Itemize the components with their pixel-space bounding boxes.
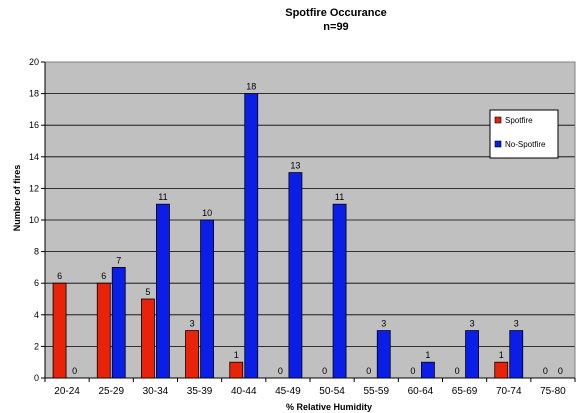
x-tick-label: 45-49	[275, 386, 301, 397]
bar-no-spotfire	[376, 330, 391, 379]
y-tick-label: 8	[34, 247, 39, 257]
y-tick-label: 18	[29, 89, 39, 99]
data-label: 0	[322, 366, 327, 376]
x-tick-label: 70-74	[496, 386, 522, 397]
bar-no-spotfire	[156, 203, 170, 379]
data-label: 0	[72, 366, 77, 376]
x-tick-label: 75-80	[540, 386, 566, 397]
x-tick-label: 65-69	[452, 386, 478, 397]
y-tick-label: 14	[29, 152, 39, 162]
data-label: 1	[425, 350, 430, 360]
data-label: 10	[202, 208, 212, 218]
y-axis-title: Number of fires	[12, 165, 22, 232]
x-tick-label: 60-64	[408, 386, 434, 397]
data-label: 1	[234, 350, 239, 360]
x-tick-label: 25-29	[98, 386, 124, 397]
y-tick-label: 4	[34, 310, 39, 320]
data-label: 6	[101, 271, 106, 281]
data-label: 11	[158, 192, 167, 202]
y-tick-label: 0	[34, 373, 39, 383]
y-tick-label: 12	[29, 183, 39, 193]
x-tick-label: 40-44	[231, 386, 257, 397]
bar-spotfire	[141, 298, 155, 379]
x-tick-label: 50-54	[319, 386, 345, 397]
data-label: 11	[335, 192, 344, 202]
y-tick-label: 16	[29, 120, 39, 130]
data-label: 0	[558, 366, 563, 376]
bar-no-spotfire	[421, 361, 435, 379]
y-tick-label: 20	[29, 57, 39, 67]
data-label: 3	[470, 319, 475, 329]
data-label: 18	[246, 82, 256, 92]
data-label: 1	[499, 350, 504, 360]
bar-spotfire	[96, 282, 111, 379]
data-label: 0	[543, 366, 548, 376]
bar-no-spotfire	[111, 266, 126, 379]
bar-no-spotfire	[244, 93, 259, 379]
legend-swatch	[494, 140, 502, 148]
x-axis-title: % Relative Humidity	[286, 402, 372, 412]
x-tick-label: 35-39	[187, 386, 213, 397]
y-tick-label: 6	[34, 278, 39, 288]
x-tick-label: 20-24	[54, 386, 80, 397]
bar-no-spotfire	[509, 330, 524, 379]
legend-swatch	[494, 116, 502, 124]
bar-no-spotfire	[465, 330, 479, 379]
y-tick-label: 10	[29, 215, 39, 225]
chart-title: Spotfire Occurance	[285, 7, 386, 19]
data-label: 7	[116, 255, 121, 265]
data-label: 0	[410, 366, 415, 376]
bar-spotfire	[185, 330, 199, 379]
x-tick-label: 30-34	[143, 386, 169, 397]
data-label: 3	[190, 319, 195, 329]
y-tick-label: 2	[34, 341, 39, 351]
bar-spotfire	[52, 282, 67, 379]
bar-no-spotfire	[332, 203, 347, 379]
bar-spotfire	[494, 361, 509, 379]
chart-subtitle: n=99	[323, 21, 348, 33]
bar-no-spotfire	[200, 219, 214, 379]
legend-label: No-Spotfire	[505, 140, 546, 149]
data-label: 0	[278, 366, 283, 376]
data-label: 3	[381, 319, 386, 329]
data-label: 0	[366, 366, 371, 376]
legend: Spotfire No-Spotfire	[489, 109, 559, 159]
data-label: 0	[455, 366, 460, 376]
legend-box	[489, 109, 559, 159]
data-label: 5	[145, 287, 150, 297]
data-label: 13	[290, 161, 300, 171]
legend-label: Spotfire	[505, 116, 533, 125]
x-tick-label: 55-59	[363, 386, 389, 397]
data-label: 6	[57, 271, 62, 281]
bar-no-spotfire	[288, 172, 303, 379]
bar-spotfire	[229, 361, 244, 379]
data-label: 3	[514, 319, 519, 329]
